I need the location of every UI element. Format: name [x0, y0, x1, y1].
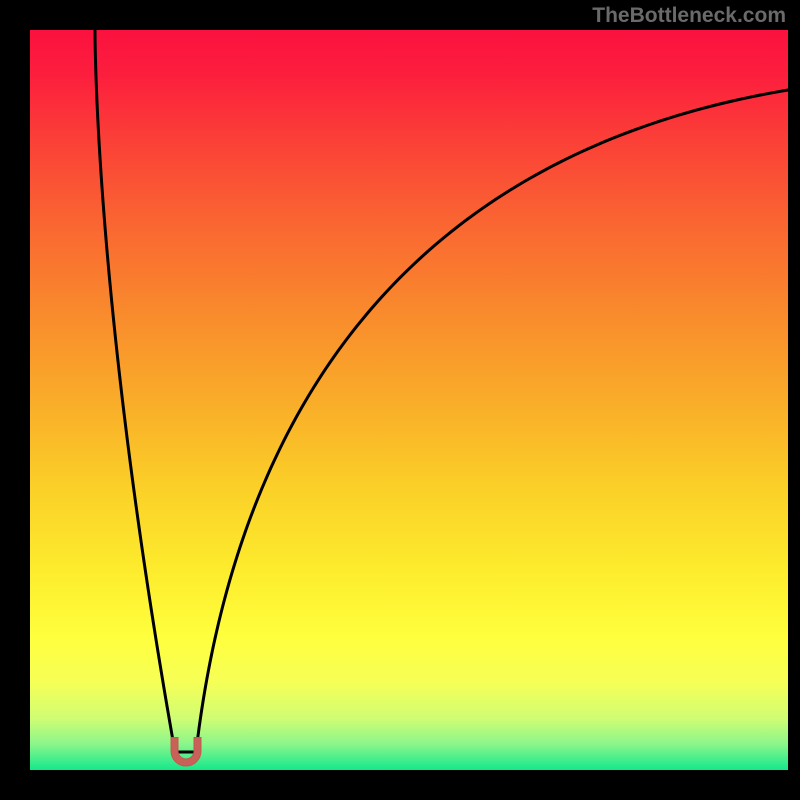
chart-container: TheBottleneck.com — [0, 0, 800, 800]
bottleneck-curve-chart — [0, 0, 800, 800]
watermark-text: TheBottleneck.com — [592, 4, 786, 28]
chart-gradient-area — [30, 30, 788, 770]
